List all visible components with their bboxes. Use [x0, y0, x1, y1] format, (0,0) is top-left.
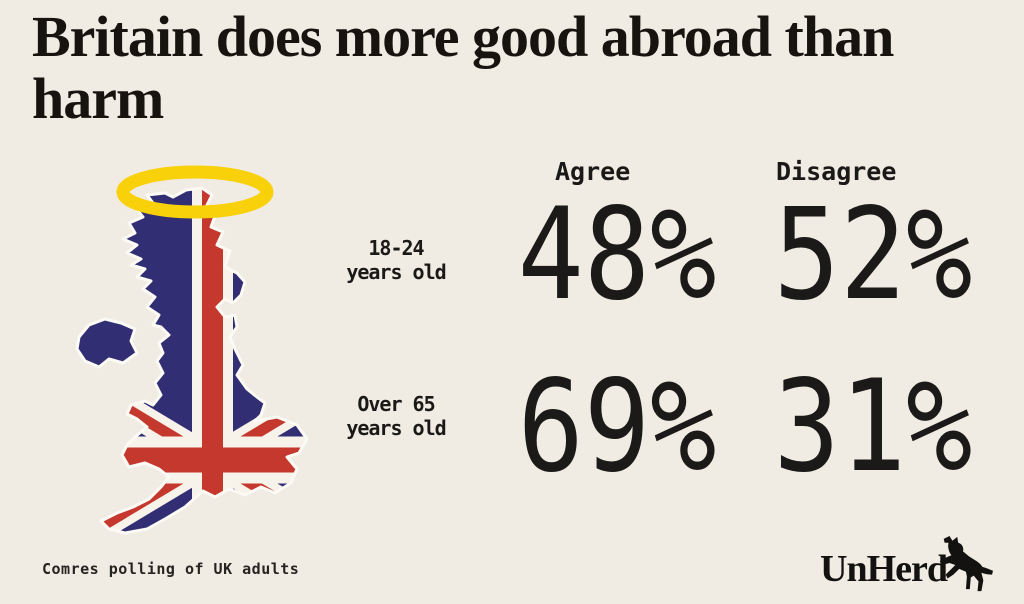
uk-map-svg: [75, 165, 309, 535]
column-header-disagree: Disagree: [776, 157, 897, 186]
row-label-line: years old: [346, 416, 446, 440]
page-title-line-2: harm: [32, 66, 164, 131]
value-18-24-agree: 48%: [517, 180, 717, 328]
page-title-line-1: Britain does more good abroad than: [32, 4, 894, 69]
row-label-over-65-years-old: Over 65 years old: [300, 392, 492, 440]
value-over-65-agree: 69%: [517, 352, 717, 500]
row-label-18-24-years-old: 18-24 years old: [300, 236, 492, 284]
union-jack-fill: [77, 188, 307, 533]
uk-coastline-outline: [75, 186, 309, 535]
uk-map-union-jack-illustration: [40, 147, 340, 547]
row-label-line: Over 65: [357, 392, 435, 416]
row-label-line: 18-24: [368, 236, 424, 260]
unherd-wordmark: UnHerd: [820, 548, 948, 590]
value-over-65-disagree: 31%: [773, 352, 973, 500]
source-note: Comres polling of UK adults: [42, 560, 300, 578]
row-label-line: years old: [346, 260, 446, 284]
page-title: Britain does more good abroad than harm: [32, 6, 982, 130]
rearing-cow-icon: [939, 535, 993, 592]
halo-icon: [116, 165, 274, 219]
value-18-24-disagree: 52%: [773, 180, 973, 328]
column-header-agree: Agree: [555, 157, 631, 186]
